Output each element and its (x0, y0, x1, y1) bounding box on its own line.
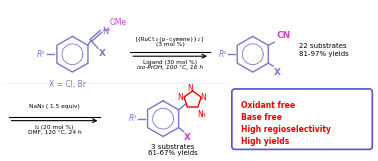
Text: iso-PrOH, 100 °C, 16 h: iso-PrOH, 100 °C, 16 h (137, 65, 203, 70)
Text: N: N (102, 27, 108, 36)
Text: 61-67% yields: 61-67% yields (148, 150, 198, 156)
Text: N: N (188, 84, 194, 93)
Text: R¹: R¹ (129, 114, 137, 123)
Text: H: H (200, 113, 205, 118)
Text: 3 substrates: 3 substrates (151, 144, 195, 150)
Text: CN: CN (276, 31, 291, 40)
Text: I₂ (20 mol %): I₂ (20 mol %) (35, 125, 74, 130)
Text: N: N (200, 93, 206, 102)
Text: Base free: Base free (241, 113, 282, 122)
Text: X: X (184, 133, 191, 142)
Text: X: X (99, 49, 106, 58)
Text: DMF, 120 °C, 24 h: DMF, 120 °C, 24 h (28, 130, 81, 135)
Text: Ligand (30 mol %): Ligand (30 mol %) (143, 60, 197, 65)
Text: R¹: R¹ (218, 50, 227, 59)
Text: Oxidant free: Oxidant free (241, 101, 295, 110)
Text: OMe: OMe (110, 19, 127, 28)
Text: [{RuCl₂(p-cymene)}₂]: [{RuCl₂(p-cymene)}₂] (135, 37, 205, 42)
Text: High regioselectivity: High regioselectivity (241, 125, 331, 134)
Text: X: X (274, 68, 281, 77)
Text: 81-97% yields: 81-97% yields (299, 51, 349, 57)
Text: N: N (197, 110, 203, 119)
Text: N: N (177, 93, 183, 102)
Text: (3 mol %): (3 mol %) (156, 42, 184, 47)
Text: R¹: R¹ (37, 50, 45, 59)
Text: X = Cl, Br: X = Cl, Br (49, 80, 86, 89)
Text: NaN₃ ( 1.5 equiv): NaN₃ ( 1.5 equiv) (29, 104, 80, 109)
FancyBboxPatch shape (232, 89, 372, 149)
Text: 22 substrates: 22 substrates (299, 43, 346, 49)
Text: High yields: High yields (241, 137, 289, 146)
